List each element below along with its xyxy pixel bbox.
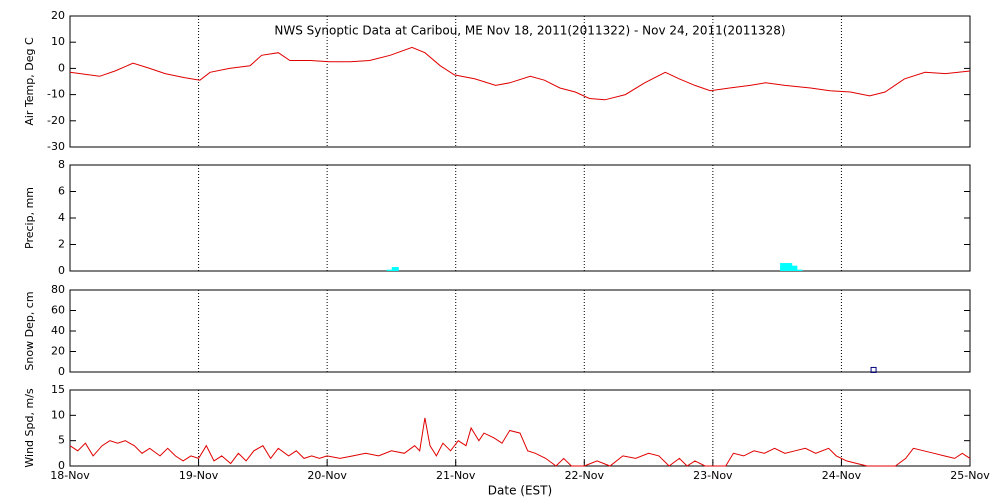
panel-frame (69, 15, 971, 148)
x-tick-label: 24-Nov (822, 469, 862, 482)
y-tick-label: 5 (58, 434, 65, 447)
y-tick-label: 10 (51, 408, 65, 421)
bar (391, 267, 399, 271)
bar (780, 263, 788, 271)
y-tick-label: 0 (58, 365, 65, 378)
x-tick-label: 20-Nov (307, 469, 347, 482)
bar (790, 265, 798, 271)
y-axis-label: Snow Dep, cm (23, 291, 36, 370)
y-tick-label: -10 (47, 88, 65, 101)
point (870, 366, 877, 373)
y-tick-label: 0 (58, 264, 65, 277)
y-tick-label: -30 (47, 140, 65, 153)
chart-title: NWS Synoptic Data at Caribou, ME Nov 18,… (274, 24, 785, 38)
panel-frame (69, 164, 971, 272)
y-axis-label: Wind Spd, m/s (23, 388, 36, 468)
y-tick-label: 10 (51, 35, 65, 48)
x-tick-label: 21-Nov (436, 469, 476, 482)
y-tick-label: -20 (47, 114, 65, 127)
panel-frame (69, 289, 971, 373)
bar (785, 263, 793, 271)
y-tick-label: 4 (58, 211, 65, 224)
y-tick-label: 40 (51, 324, 65, 337)
bar (386, 269, 394, 271)
bar (795, 269, 803, 271)
y-tick-label: 60 (51, 304, 65, 317)
y-tick-label: 0 (58, 61, 65, 74)
y-tick-label: 6 (58, 185, 65, 198)
x-tick-label: 23-Nov (693, 469, 733, 482)
x-axis-label: Date (EST) (488, 484, 552, 498)
y-tick-label: 0 (58, 459, 65, 472)
y-tick-label: 8 (58, 158, 65, 171)
data-line (69, 46, 971, 101)
data-line (69, 417, 971, 467)
panel-frame (69, 389, 971, 467)
y-tick-label: 20 (51, 9, 65, 22)
y-axis-label: Air Temp, Deg C (23, 37, 36, 126)
x-tick-label: 19-Nov (179, 469, 219, 482)
y-tick-label: 15 (51, 383, 65, 396)
y-tick-label: 80 (51, 283, 65, 296)
x-tick-label: 22-Nov (565, 469, 605, 482)
y-tick-label: 20 (51, 345, 65, 358)
x-tick-label: 25-Nov (950, 469, 990, 482)
y-tick-label: 2 (58, 238, 65, 251)
y-axis-label: Precip, mm (23, 187, 36, 249)
x-tick-label: 18-Nov (50, 469, 90, 482)
